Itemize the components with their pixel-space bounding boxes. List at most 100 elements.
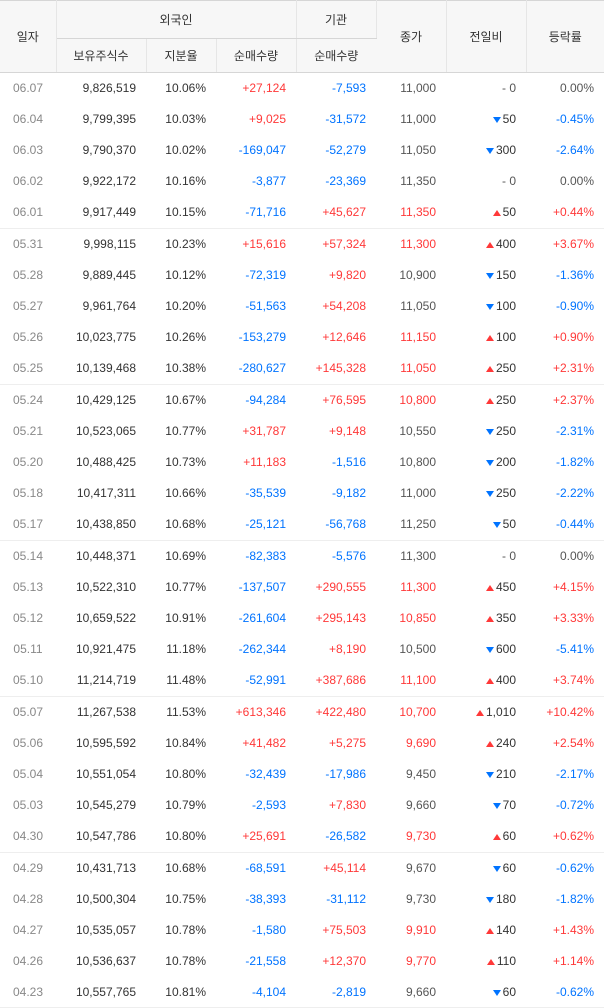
cell-ratio: 10.38% <box>146 353 216 384</box>
table-row: 04.2910,431,71310.68%-68,591+45,1149,670… <box>0 853 604 884</box>
table-row: 05.279,961,76410.20%-51,563+54,20811,050… <box>0 291 604 322</box>
cell-change: 240 <box>446 728 526 759</box>
cell-net-inst: +75,503 <box>296 915 376 946</box>
cell-net-inst: -31,112 <box>296 884 376 915</box>
cell-hold: 10,522,310 <box>56 572 146 603</box>
cell-hold: 10,523,065 <box>56 416 146 447</box>
cell-ratio: 10.81% <box>146 977 216 1008</box>
cell-change: 200 <box>446 447 526 478</box>
cell-change: 250 <box>446 416 526 447</box>
table-row: 04.2610,536,63710.78%-21,558+12,3709,770… <box>0 946 604 977</box>
cell-close: 11,250 <box>376 509 446 540</box>
cell-hold: 9,917,449 <box>56 197 146 228</box>
col-net1: 순매수량 <box>216 39 296 73</box>
cell-net-foreign: -94,284 <box>216 385 296 416</box>
cell-date: 04.29 <box>0 853 56 884</box>
col-hold: 보유주식수 <box>56 39 146 73</box>
cell-date: 05.21 <box>0 416 56 447</box>
table-row: 05.2510,139,46810.38%-280,627+145,32811,… <box>0 353 604 384</box>
stock-table: 일자 외국인 기관 종가 전일비 등락률 보유주식수 지분율 순매수량 순매수량… <box>0 0 604 1008</box>
table-row: 05.0310,545,27910.79%-2,593+7,8309,66070… <box>0 790 604 821</box>
cell-change: 50 <box>446 509 526 540</box>
cell-date: 05.06 <box>0 728 56 759</box>
cell-hold: 10,448,371 <box>56 541 146 572</box>
cell-hold: 10,595,592 <box>56 728 146 759</box>
cell-rate: -0.62% <box>526 977 604 1008</box>
table-row: 05.2610,023,77510.26%-153,279+12,64611,1… <box>0 322 604 353</box>
cell-hold: 11,267,538 <box>56 697 146 728</box>
table-row: 05.0410,551,05410.80%-32,439-17,9869,450… <box>0 759 604 790</box>
cell-close: 9,770 <box>376 946 446 977</box>
cell-date: 06.03 <box>0 135 56 166</box>
cell-change: 150 <box>446 260 526 291</box>
cell-net-inst: -23,369 <box>296 166 376 197</box>
cell-change: 100 <box>446 322 526 353</box>
cell-net-inst: +9,820 <box>296 260 376 291</box>
cell-net-inst: -17,986 <box>296 759 376 790</box>
cell-net-inst: -52,279 <box>296 135 376 166</box>
table-row: 06.029,922,17210.16%-3,877-23,36911,350-… <box>0 166 604 197</box>
table-row: 06.049,799,39510.03%+9,025-31,57211,0005… <box>0 104 604 135</box>
table-row: 06.079,826,51910.06%+27,124-7,59311,000-… <box>0 73 604 104</box>
cell-hold: 9,889,445 <box>56 260 146 291</box>
cell-date: 06.02 <box>0 166 56 197</box>
cell-ratio: 11.18% <box>146 634 216 665</box>
cell-close: 11,050 <box>376 291 446 322</box>
cell-hold: 9,799,395 <box>56 104 146 135</box>
cell-net-foreign: -52,991 <box>216 665 296 696</box>
cell-change: 250 <box>446 385 526 416</box>
cell-close: 10,900 <box>376 260 446 291</box>
cell-net-foreign: -1,580 <box>216 915 296 946</box>
cell-date: 05.11 <box>0 634 56 665</box>
cell-net-foreign: -4,104 <box>216 977 296 1008</box>
table-row: 05.1110,921,47511.18%-262,344+8,19010,50… <box>0 634 604 665</box>
cell-date: 05.13 <box>0 572 56 603</box>
cell-hold: 11,214,719 <box>56 665 146 696</box>
table-row: 04.2310,557,76510.81%-4,104-2,8199,66060… <box>0 977 604 1008</box>
cell-net-inst: -5,576 <box>296 541 376 572</box>
cell-rate: -2.17% <box>526 759 604 790</box>
table-row: 05.1710,438,85010.68%-25,121-56,76811,25… <box>0 509 604 540</box>
cell-ratio: 10.06% <box>146 73 216 104</box>
cell-change: 350 <box>446 603 526 634</box>
cell-hold: 9,790,370 <box>56 135 146 166</box>
table-row: 05.1011,214,71911.48%-52,991+387,68611,1… <box>0 665 604 696</box>
cell-net-foreign: -262,344 <box>216 634 296 665</box>
cell-date: 05.18 <box>0 478 56 509</box>
cell-ratio: 11.48% <box>146 665 216 696</box>
cell-hold: 10,551,054 <box>56 759 146 790</box>
cell-ratio: 10.80% <box>146 821 216 852</box>
cell-hold: 10,921,475 <box>56 634 146 665</box>
cell-hold: 9,998,115 <box>56 229 146 260</box>
cell-rate: -0.62% <box>526 853 604 884</box>
cell-net-inst: -7,593 <box>296 73 376 104</box>
cell-ratio: 10.68% <box>146 853 216 884</box>
cell-rate: -0.44% <box>526 509 604 540</box>
cell-date: 05.10 <box>0 665 56 696</box>
col-close: 종가 <box>376 1 446 73</box>
cell-net-foreign: -21,558 <box>216 946 296 977</box>
cell-net-foreign: -68,591 <box>216 853 296 884</box>
cell-rate: -2.31% <box>526 416 604 447</box>
cell-net-inst: +145,328 <box>296 353 376 384</box>
cell-ratio: 10.77% <box>146 416 216 447</box>
cell-net-foreign: -3,877 <box>216 166 296 197</box>
table-row: 05.0711,267,53811.53%+613,346+422,48010,… <box>0 697 604 728</box>
cell-change: 400 <box>446 665 526 696</box>
cell-net-foreign: -72,319 <box>216 260 296 291</box>
col-ratio: 지분율 <box>146 39 216 73</box>
table-row: 05.0610,595,59210.84%+41,482+5,2759,6902… <box>0 728 604 759</box>
cell-net-inst: +7,830 <box>296 790 376 821</box>
cell-close: 11,350 <box>376 197 446 228</box>
cell-rate: +3.33% <box>526 603 604 634</box>
table-row: 05.1810,417,31110.66%-35,539-9,18211,000… <box>0 478 604 509</box>
table-row: 04.3010,547,78610.80%+25,691-26,5829,730… <box>0 821 604 852</box>
table-row: 05.319,998,11510.23%+15,616+57,32411,300… <box>0 229 604 260</box>
cell-change: 140 <box>446 915 526 946</box>
cell-net-inst: +9,148 <box>296 416 376 447</box>
table-row: 05.1310,522,31010.77%-137,507+290,55511,… <box>0 572 604 603</box>
cell-date: 06.07 <box>0 73 56 104</box>
cell-net-inst: +5,275 <box>296 728 376 759</box>
table-row: 06.019,917,44910.15%-71,716+45,62711,350… <box>0 197 604 228</box>
cell-ratio: 10.68% <box>146 509 216 540</box>
